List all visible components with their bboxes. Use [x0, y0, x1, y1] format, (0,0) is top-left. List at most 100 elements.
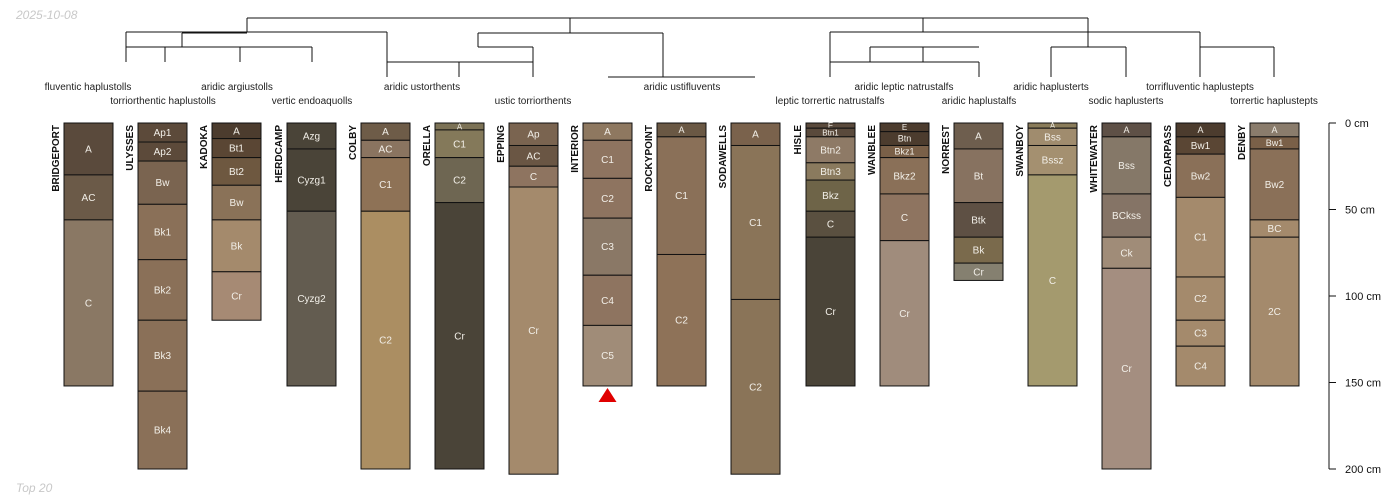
horizon-label-epping-cr: Cr	[528, 326, 539, 337]
horizon-label-hisle-bkz: Bkz	[822, 191, 839, 202]
horizon-hisle-bkz	[805, 179, 856, 212]
horizon-wanblee-cr	[879, 240, 930, 387]
horizon-norrest-btk	[953, 202, 1004, 238]
horizon-label-swanboy-bssz: Bssz	[1042, 156, 1064, 167]
horizon-label-norrest-cr: Cr	[973, 267, 984, 278]
horizon-label-whitewater-bckss: BCkss	[1112, 211, 1141, 222]
horizon-interior-c2	[582, 177, 633, 219]
profile-name-denby: DENBY	[1237, 125, 1248, 160]
horizon-label-colby-c2: C2	[379, 336, 392, 347]
horizon-rockypoint-c1	[656, 136, 707, 255]
profile-name-wanblee: WANBLEE	[867, 125, 878, 175]
taxonomy-label-aridic-haplusterts: aridic haplusterts	[1013, 82, 1089, 93]
horizon-label-sodawells-c2: C2	[749, 382, 762, 393]
profile-name-ulysses: ULYSSES	[125, 125, 136, 171]
horizon-label-interior-c1: C1	[601, 155, 614, 166]
horizon-label-denby-a: A	[1271, 125, 1277, 135]
horizon-bridgeport-a	[63, 122, 114, 176]
horizon-label-orella-c2: C2	[453, 176, 466, 187]
horizon-interior-c1	[582, 139, 633, 179]
horizon-label-wanblee-bkz1: Bkz1	[894, 147, 914, 157]
horizon-norrest-a	[953, 122, 1004, 150]
horizon-label-epping-ap: Ap	[527, 130, 540, 141]
horizon-label-ulysses-bk1: Bk1	[154, 227, 172, 238]
horizon-label-rockypoint-a: A	[678, 125, 684, 135]
horizon-label-cedarpass-a: A	[1197, 125, 1203, 135]
horizon-whitewater-bss	[1101, 136, 1152, 195]
horizon-ulysses-bk4	[137, 390, 188, 470]
horizon-label-ulysses-ap2: Ap2	[154, 147, 172, 158]
horizon-norrest-bk	[953, 236, 1004, 264]
horizon-label-herdcamp-azg: Azg	[303, 131, 320, 142]
horizon-label-ulysses-ap1: Ap1	[154, 128, 172, 139]
horizon-label-swanboy-bss: Bss	[1044, 132, 1061, 143]
profile-name-interior: INTERIOR	[570, 124, 581, 173]
horizon-orella-cr	[434, 202, 485, 470]
horizon-sodawells-c1	[730, 144, 781, 300]
profile-name-colby: COLBY	[348, 125, 359, 160]
horizon-label-hisle-btn3: Btn3	[820, 167, 841, 178]
horizon-label-colby-c1: C1	[379, 180, 392, 191]
horizon-hisle-cr	[805, 236, 856, 387]
horizon-cedarpass-c3	[1175, 319, 1226, 347]
depth-tick-label: 50 cm	[1345, 205, 1375, 217]
profile-name-cedarpass: CEDARPASS	[1163, 125, 1174, 187]
horizon-label-denby-bw1: Bw1	[1266, 138, 1284, 148]
profile-name-sodawells: SODAWELLS	[718, 125, 729, 189]
horizon-kadoka-bt2	[211, 157, 262, 186]
taxonomy-label-torrertic-haplustepts: torrertic haplustepts	[1230, 96, 1318, 107]
taxonomy-label-aridic-ustifluvents: aridic ustifluvents	[644, 82, 721, 93]
taxonomy-label-torriorthentic-haplustolls: torriorthentic haplustolls	[110, 96, 216, 107]
horizon-denby-2c	[1249, 236, 1300, 387]
horizon-whitewater-bckss	[1101, 193, 1152, 238]
horizon-label-sodawells-a: A	[752, 130, 759, 141]
horizon-label-rockypoint-c2: C2	[675, 316, 688, 327]
horizon-cedarpass-c1	[1175, 196, 1226, 278]
horizon-label-cedarpass-c2: C2	[1194, 294, 1207, 305]
profile-name-orella: ORELLA	[422, 125, 433, 166]
profile-name-herdcamp: HERDCAMP	[274, 125, 285, 183]
horizon-label-ulysses-bk3: Bk3	[154, 351, 172, 362]
horizon-label-hisle-e: E	[828, 121, 833, 130]
depth-tick-label: 0 cm	[1345, 118, 1369, 130]
horizon-whitewater-cr	[1101, 267, 1152, 470]
horizon-rockypoint-c2	[656, 253, 707, 387]
horizon-norrest-bt	[953, 148, 1004, 204]
horizon-herdcamp-cyzg2	[286, 210, 337, 387]
horizon-label-wanblee-cr: Cr	[899, 309, 910, 320]
taxonomy-label-aridic-argiustolls: aridic argiustolls	[201, 82, 273, 93]
profile-name-kadoka: KADOKA	[199, 125, 210, 169]
horizon-label-herdcamp-cyzg1: Cyzg1	[297, 176, 326, 187]
taxonomy-label-torrifluventic-haplustepts: torrifluventic haplustepts	[1146, 82, 1254, 93]
horizon-label-bridgeport-c: C	[85, 298, 92, 309]
horizon-sodawells-c2	[730, 298, 781, 475]
profile-name-whitewater: WHITEWATER	[1089, 124, 1100, 192]
horizon-label-interior-c3: C3	[601, 242, 614, 253]
horizon-label-cedarpass-c1: C1	[1194, 233, 1207, 244]
horizon-label-whitewater-a: A	[1123, 125, 1129, 135]
horizon-colby-c1	[360, 157, 411, 212]
horizon-cedarpass-c4	[1175, 345, 1226, 387]
horizon-label-norrest-btk: Btk	[971, 215, 986, 226]
horizon-label-whitewater-bss: Bss	[1118, 161, 1135, 172]
horizon-label-cedarpass-c4: C4	[1194, 362, 1207, 373]
profile-name-hisle: HISLE	[793, 125, 804, 155]
horizon-label-ulysses-bk4: Bk4	[154, 426, 172, 437]
horizon-hisle-btn2	[805, 136, 856, 164]
horizon-label-orella-cr: Cr	[454, 331, 465, 342]
horizon-bridgeport-ac	[63, 174, 114, 221]
horizon-label-denby-bw2: Bw2	[1265, 180, 1285, 191]
horizon-label-hisle-btn1: Btn1	[822, 128, 839, 137]
horizon-interior-c5	[582, 324, 633, 387]
horizon-herdcamp-cyzg1	[286, 148, 337, 212]
horizon-label-interior-c5: C5	[601, 351, 614, 362]
horizon-label-whitewater-cr: Cr	[1121, 364, 1132, 375]
profile-name-bridgeport: BRIDGEPORT	[51, 125, 62, 192]
horizon-label-herdcamp-cyzg2: Cyzg2	[297, 294, 326, 305]
taxonomy-label-leptic-torrertic-natrustalfs: leptic torrertic natrustalfs	[776, 96, 885, 107]
taxonomy-label-aridic-leptic-natrustalfs: aridic leptic natrustalfs	[855, 82, 954, 93]
horizon-ulysses-bk3	[137, 319, 188, 392]
horizon-label-hisle-cr: Cr	[825, 307, 836, 318]
